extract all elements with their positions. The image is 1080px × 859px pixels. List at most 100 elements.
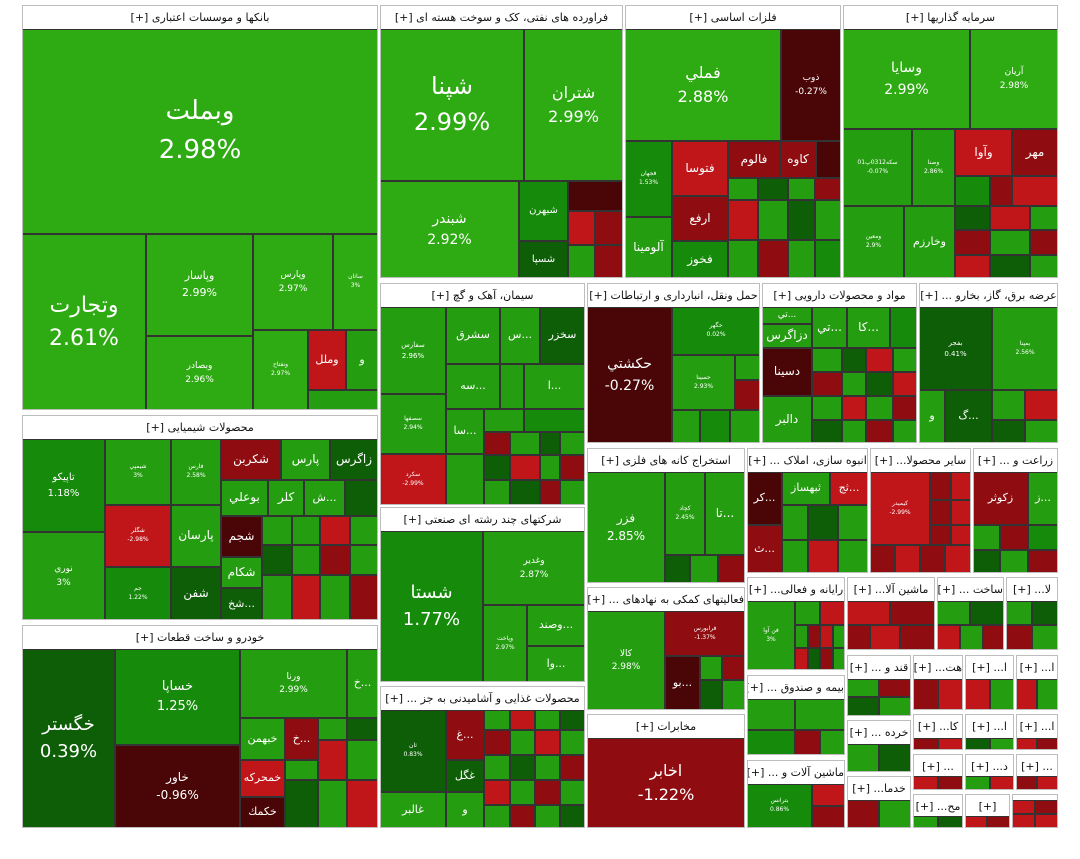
stock-tile[interactable] [285, 780, 318, 827]
stock-tile[interactable] [484, 455, 510, 480]
stock-tile[interactable] [1035, 800, 1057, 814]
sector-header[interactable]: بانکها و موسسات اعتباری [+] [130, 11, 270, 24]
stock-tile[interactable]: سصفها 2.94% [381, 394, 446, 454]
stock-tile[interactable] [510, 710, 535, 730]
stock-tile[interactable] [951, 472, 970, 500]
stock-tile[interactable] [914, 816, 938, 827]
stock-tile[interactable] [990, 679, 1013, 709]
stock-tile[interactable] [1030, 206, 1057, 230]
stock-tile[interactable] [890, 307, 916, 348]
sector-header[interactable]: حمل ونقل، انبارداری و ارتباطات [+] [589, 289, 758, 302]
stock-tile[interactable]: وصنا 2.86% [912, 129, 955, 206]
stock-tile[interactable]: شتران 2.99% [524, 29, 622, 181]
stock-tile[interactable] [815, 200, 840, 240]
sector-36[interactable]: مح... [+] [913, 794, 963, 828]
sector-0[interactable]: بانکها و موسسات اعتباری [+] وبملت 2.98% وتج… [22, 5, 378, 410]
stock-tile[interactable] [500, 364, 524, 409]
stock-tile[interactable] [879, 679, 910, 697]
sector-header[interactable]: خدما... [+] [852, 782, 906, 795]
stock-tile[interactable]: شبندر 2.92% [381, 181, 519, 277]
stock-tile[interactable]: غالبر [381, 792, 446, 827]
sector-14[interactable]: محصولات غذایی و آشامیدنی به جز ... [+] ثا… [380, 686, 585, 828]
sector-22[interactable]: قند و ... [+] [847, 655, 911, 716]
stock-tile[interactable] [782, 540, 808, 572]
sector-header[interactable]: فراورده های نفتی، کک و سوخت هسته ای [+] [394, 11, 609, 24]
stock-tile[interactable]: بترانس 0.86% [748, 784, 812, 827]
stock-tile[interactable] [292, 516, 320, 545]
stock-tile[interactable]: خ... [285, 718, 318, 760]
stock-tile[interactable]: آريان 2.98% [970, 29, 1057, 129]
sector-19[interactable]: ماشین آلا... [+] [847, 577, 935, 650]
stock-tile[interactable] [484, 710, 510, 730]
stock-tile[interactable] [808, 505, 838, 540]
stock-tile[interactable] [955, 255, 990, 277]
stock-tile[interactable] [722, 656, 744, 680]
stock-tile[interactable]: شكربن [221, 439, 281, 480]
stock-tile[interactable] [812, 420, 842, 442]
stock-tile[interactable] [951, 525, 970, 545]
stock-tile[interactable] [1017, 776, 1037, 789]
sector-23[interactable]: هت... [+] [913, 655, 963, 710]
sector-header[interactable]: ماشین آلات و ... [+] [748, 766, 844, 779]
stock-tile[interactable]: فن آوا 3% [748, 601, 795, 669]
sector-header[interactable]: ا... [+] [972, 720, 1007, 733]
stock-tile[interactable] [535, 730, 560, 755]
stock-tile[interactable]: ارفع [672, 196, 728, 241]
stock-tile[interactable] [1012, 176, 1057, 206]
sector-32[interactable]: ... [+] [913, 754, 963, 790]
stock-tile[interactable] [718, 555, 744, 582]
stock-tile[interactable]: کاوه [780, 141, 816, 178]
stock-tile[interactable] [879, 744, 910, 771]
stock-tile[interactable] [1007, 625, 1032, 649]
stock-tile[interactable]: شجم [221, 516, 262, 557]
sector-33[interactable]: د... [+] [965, 754, 1014, 790]
sector-header[interactable]: ا... [+] [1019, 661, 1055, 674]
stock-tile[interactable] [842, 396, 866, 420]
stock-tile[interactable]: سشرق [446, 307, 500, 364]
stock-tile[interactable] [842, 372, 866, 396]
sector-31[interactable]: ا... [+] [1016, 714, 1058, 750]
stock-tile[interactable] [510, 432, 540, 455]
stock-tile[interactable] [871, 545, 895, 572]
sector-35[interactable]: خدما... [+] [847, 776, 911, 828]
stock-tile[interactable]: وغدير 2.87% [483, 531, 584, 605]
stock-tile[interactable]: کا... [847, 307, 890, 348]
sector-7[interactable]: عرضه برق، گاز، بخارو ... [+] بفجر 0.41% بمپ… [919, 283, 1058, 443]
stock-tile[interactable]: وخارزم [904, 206, 955, 277]
stock-tile[interactable] [484, 780, 510, 805]
stock-tile[interactable] [308, 390, 377, 409]
stock-tile[interactable] [510, 755, 535, 780]
sector-header[interactable]: سرمایه گذاریها [+] [905, 11, 996, 24]
sector-37[interactable]: [+] [965, 794, 1010, 828]
sector-11[interactable]: فعالیتهای کمکی به نهادهای ... [+] كالا 2.9… [587, 587, 745, 710]
stock-tile[interactable]: كيميدر -2.99% [871, 472, 930, 545]
stock-tile[interactable] [893, 348, 916, 372]
stock-tile[interactable] [722, 680, 744, 709]
sector-header[interactable]: کا... [+] [917, 720, 959, 733]
stock-tile[interactable] [1000, 525, 1028, 550]
stock-tile[interactable]: پارسان [171, 505, 221, 567]
stock-tile[interactable] [820, 648, 833, 669]
stock-tile[interactable] [292, 545, 320, 575]
sector-18[interactable]: رایانه و فعالی... [+] فن آوا 3% [747, 577, 845, 670]
stock-tile[interactable] [560, 710, 584, 730]
sector-header[interactable]: ماشین آلا... [+] [853, 583, 929, 596]
stock-tile[interactable] [788, 240, 815, 277]
stock-tile[interactable] [938, 679, 962, 709]
stock-tile[interactable] [540, 432, 560, 455]
stock-tile[interactable] [484, 730, 510, 755]
stock-tile[interactable] [484, 755, 510, 780]
stock-tile[interactable] [992, 390, 1025, 420]
stock-tile[interactable] [955, 206, 990, 230]
stock-tile[interactable] [893, 420, 916, 442]
sector-header[interactable]: انبوه سازی، املاک ... [+] [748, 454, 867, 467]
stock-tile[interactable]: وپاخت 2.97% [483, 605, 527, 681]
stock-tile[interactable] [535, 805, 560, 827]
stock-tile[interactable] [848, 679, 879, 697]
stock-tile[interactable]: زكوثر [974, 472, 1028, 525]
stock-tile[interactable] [795, 730, 820, 754]
sector-header[interactable]: محصولات غذایی و آشامیدنی به جز ... [+] [385, 692, 580, 705]
stock-tile[interactable] [728, 178, 758, 200]
stock-tile[interactable] [1030, 255, 1057, 277]
sector-header[interactable]: خودرو و ساخت قطعات [+] [135, 631, 265, 644]
